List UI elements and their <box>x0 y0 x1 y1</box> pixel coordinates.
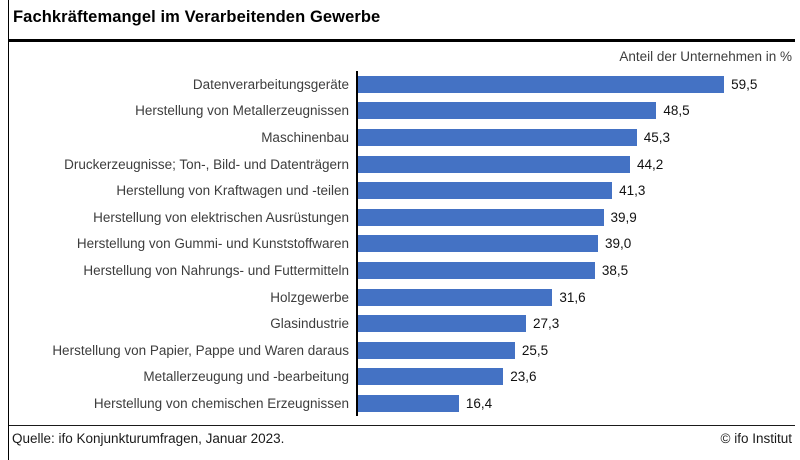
chart-row: Glasindustrie 27,3 <box>9 310 799 337</box>
chart-row: Maschinenbau 45,3 <box>9 124 799 151</box>
chart-row: Druckerzeugnisse; Ton-, Bild- und Datent… <box>9 151 799 178</box>
bar <box>358 368 504 386</box>
category-label: Herstellung von Metallerzeugnissen <box>135 103 349 119</box>
bar <box>358 341 515 359</box>
axis-unit-label: Anteil der Unternehmen in % <box>619 49 792 64</box>
value-label: 25,5 <box>521 342 549 358</box>
bar <box>358 261 595 279</box>
value-label: 41,3 <box>619 183 646 199</box>
category-label: Herstellung von Papier, Pappe und Waren … <box>52 342 349 358</box>
category-label: Herstellung von chemischen Erzeugnissen <box>93 395 349 411</box>
chart-footer: Quelle: ifo Konjunkturumfragen, Januar 2… <box>12 431 792 446</box>
value-label: 39,0 <box>605 236 632 252</box>
chart-row: Herstellung von Kraftwagen und -teilen 41… <box>9 177 799 204</box>
category-label: Herstellung von Nahrungs- und Futtermitt… <box>83 262 349 278</box>
bar <box>358 102 657 120</box>
bar <box>358 182 613 200</box>
chart-title: Fachkräftemangel im Verarbeitenden Gewer… <box>13 8 381 26</box>
chart-row: Herstellung von Nahrungs- und Futtermitt… <box>9 257 799 284</box>
category-label: Metallerzeugung und -bearbeitung <box>143 369 349 385</box>
category-label: Druckerzeugnisse; Ton-, Bild- und Datent… <box>64 156 349 172</box>
chart-row: Herstellung von chemischen Erzeugnissen 1… <box>9 390 799 417</box>
category-label: Herstellung von Kraftwagen und -teilen <box>116 183 349 199</box>
category-label: Datenverarbeitungsgeräte <box>192 76 349 92</box>
category-label: Glasindustrie <box>270 316 349 332</box>
bar <box>358 288 553 306</box>
copyright-note: © ifo Institut <box>720 431 792 446</box>
source-note: Quelle: ifo Konjunkturumfragen, Januar 2… <box>12 431 285 446</box>
chart-row: Herstellung von Metallerzeugnissen 48,5 <box>9 98 799 125</box>
value-label: 16,4 <box>465 395 493 411</box>
chart-row: Herstellung von Gummi- und Kunststoffwar… <box>9 231 799 258</box>
value-label: 23,6 <box>510 369 537 385</box>
value-label: 27,3 <box>533 316 560 332</box>
bar <box>358 315 526 333</box>
value-label: 44,2 <box>637 156 664 172</box>
value-label: 59,5 <box>731 76 758 92</box>
bar <box>358 155 630 173</box>
bar <box>358 235 598 253</box>
bar-chart: Datenverarbeitungsgeräte 59,5 Herstellung … <box>9 71 799 417</box>
chart-row: Herstellung von elektrischen Ausrüstunge… <box>9 204 799 231</box>
value-label: 38,5 <box>601 262 629 278</box>
chart-row: Holzgewerbe 31,6 <box>9 284 799 311</box>
chart-frame: Fachkräftemangel im Verarbeitenden Gewer… <box>8 0 799 460</box>
bar <box>358 394 459 412</box>
chart-row: Herstellung von Papier, Pappe und Waren … <box>9 337 799 364</box>
chart-row: Metallerzeugung und -bearbeitung 23,6 <box>9 364 799 391</box>
bar <box>358 75 725 93</box>
footer-divider <box>9 425 795 426</box>
y-axis-line <box>356 71 358 416</box>
value-label: 31,6 <box>559 289 586 305</box>
title-divider <box>9 39 795 42</box>
chart-row: Datenverarbeitungsgeräte 59,5 <box>9 71 799 98</box>
category-label: Herstellung von elektrischen Ausrüstunge… <box>93 209 349 225</box>
value-label: 48,5 <box>663 103 690 119</box>
category-label: Holzgewerbe <box>270 289 349 305</box>
value-label: 45,3 <box>643 129 670 145</box>
bar <box>358 208 604 226</box>
category-label: Maschinenbau <box>261 129 349 145</box>
value-label: 39,9 <box>610 209 637 225</box>
bar <box>358 128 637 146</box>
category-label: Herstellung von Gummi- und Kunststoffwar… <box>76 236 349 252</box>
